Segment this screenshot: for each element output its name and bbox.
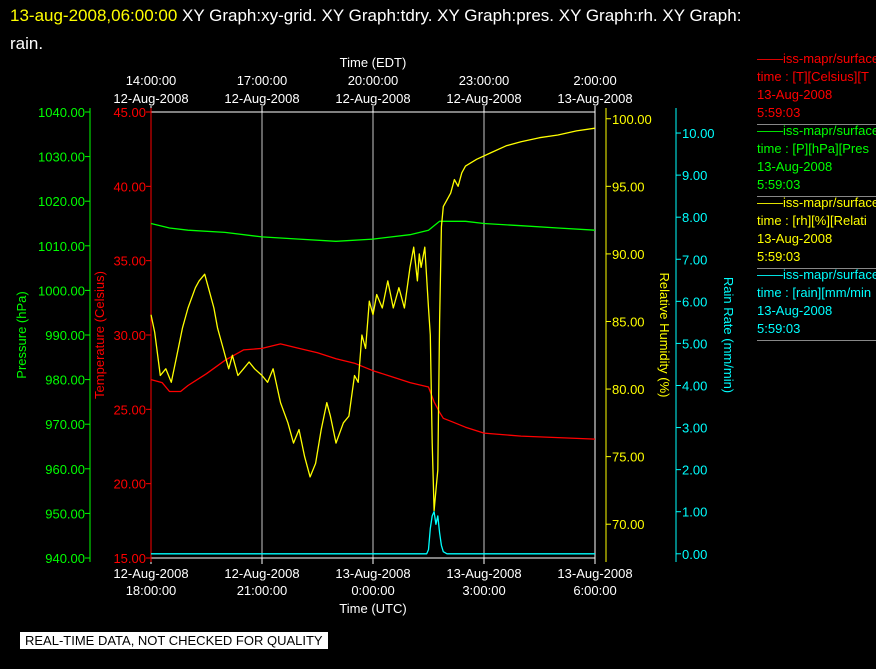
rain-tick-label: 10.00 <box>682 126 715 141</box>
legend-date: 13-Aug-2008 <box>757 159 833 174</box>
legend-title: ——iss-mapr/surface <box>757 195 876 210</box>
rh-series-line <box>150 127 596 512</box>
x-tick-label-top: 13-Aug-2008 <box>557 91 632 106</box>
rh-tick-label: 90.00 <box>612 247 645 262</box>
legend-title: ——iss-mapr/surface <box>757 51 876 66</box>
rain-tick-label: 1.00 <box>682 505 707 520</box>
temp-tick-label: 20.00 <box>113 477 146 492</box>
temp-series-line <box>150 343 596 440</box>
temp-tick-label: 40.00 <box>113 179 146 194</box>
legend-entry: ——iss-mapr/surface time : [rh][%][Relati 1… <box>757 194 876 269</box>
temp-tick-label: 30.00 <box>113 328 146 343</box>
x-tick-label-top: 20:00:00 <box>348 73 399 88</box>
rh-tick-label: 70.00 <box>612 517 645 532</box>
rain-series-line <box>151 511 595 555</box>
rh-tick-label: 100.00 <box>612 112 652 127</box>
rain-tick-label: 2.00 <box>682 463 707 478</box>
pres-axis-label: Pressure (hPa) <box>14 291 29 378</box>
rain-axis-label: Rain Rate (mm/min) <box>721 277 736 393</box>
legend-line2: time : [P][hPa][Pres <box>757 141 869 156</box>
pres-tick-label: 980.00 <box>45 373 85 388</box>
legend-line2: time : [T][Celsius][T <box>757 69 869 84</box>
legend-entry: ——iss-mapr/surface time : [T][Celsius][T 1… <box>757 50 876 125</box>
window-title: 13-aug-2008,06:00:00 XY Graph:xy-grid. X… <box>10 2 860 58</box>
x-tick-label: 13-Aug-2008 <box>335 566 410 581</box>
legend-divider <box>757 266 876 269</box>
rain-tick-label: 5.00 <box>682 336 707 351</box>
x-tick-label-top: 12-Aug-2008 <box>335 91 410 106</box>
x-tick-label: 18:00:00 <box>126 583 177 598</box>
legend-title: ——iss-mapr/surface <box>757 267 876 282</box>
x-tick-label: 12-Aug-2008 <box>224 566 299 581</box>
legend-time: 5:59:03 <box>757 177 801 192</box>
rain-tick-label: 8.00 <box>682 210 707 225</box>
legend-date: 13-Aug-2008 <box>757 303 833 318</box>
pres-tick-label: 1040.00 <box>38 105 85 120</box>
graph-list-continued: rain. <box>10 34 44 53</box>
x-tick-label: 0:00:00 <box>351 583 394 598</box>
pres-tick-label: 1000.00 <box>38 283 85 298</box>
rain-tick-label: 7.00 <box>682 252 707 267</box>
pres-series-line <box>150 220 596 242</box>
temp-tick-label: 15.00 <box>113 551 146 566</box>
pres-tick-label: 960.00 <box>45 462 85 477</box>
pres-tick-label: 1020.00 <box>38 194 85 209</box>
legend-time: 5:59:03 <box>757 321 801 336</box>
x-tick-label-top: 12-Aug-2008 <box>446 91 521 106</box>
temp-tick-label: 45.00 <box>113 105 146 120</box>
temp-tick-label: 25.00 <box>113 402 146 417</box>
legend-entry: ——iss-mapr/surface time : [rain][mm/min 13… <box>757 266 876 341</box>
rh-tick-label: 75.00 <box>612 450 645 465</box>
x-tick-label: 12-Aug-2008 <box>113 566 188 581</box>
timestamp: 13-aug-2008,06:00:00 <box>10 6 178 25</box>
pres-tick-label: 1010.00 <box>38 239 85 254</box>
rh-tick-label: 95.00 <box>612 179 645 194</box>
rain-tick-label: 3.00 <box>682 421 707 436</box>
x-tick-label-top: 23:00:00 <box>459 73 510 88</box>
rain-tick-label: 0.00 <box>682 547 707 562</box>
x-tick-label-top: 12-Aug-2008 <box>113 91 188 106</box>
x-tick-label: 6:00:00 <box>573 583 616 598</box>
x-tick-label-top: 14:00:00 <box>126 73 177 88</box>
legend-entry: ——iss-mapr/surface time : [P][hPa][Pres 13… <box>757 122 876 197</box>
pres-tick-label: 990.00 <box>45 328 85 343</box>
rain-tick-label: 4.00 <box>682 378 707 393</box>
x-axis-label-top: Time (EDT) <box>340 55 407 70</box>
pres-tick-label: 950.00 <box>45 506 85 521</box>
legend-divider <box>757 194 876 197</box>
rh-axis-label: Relative Humidity (%) <box>657 273 672 398</box>
rain-tick-label: 6.00 <box>682 294 707 309</box>
legend-time: 5:59:03 <box>757 105 801 120</box>
pres-tick-label: 940.00 <box>45 551 85 566</box>
pres-tick-label: 970.00 <box>45 417 85 432</box>
rh-tick-label: 85.00 <box>612 314 645 329</box>
x-tick-label: 13-Aug-2008 <box>446 566 521 581</box>
legend-line2: time : [rh][%][Relati <box>757 213 867 228</box>
temp-axis-label: Temperature (Celsius) <box>92 271 107 399</box>
legend-title: ——iss-mapr/surface <box>757 123 876 138</box>
legend-divider <box>757 122 876 125</box>
quality-banner: REAL-TIME DATA, NOT CHECKED FOR QUALITY <box>20 632 328 649</box>
x-tick-label-top: 2:00:00 <box>573 73 616 88</box>
rain-tick-label: 9.00 <box>682 168 707 183</box>
x-axis-label: Time (UTC) <box>339 601 406 616</box>
x-tick-label-top: 12-Aug-2008 <box>224 91 299 106</box>
pres-tick-label: 1030.00 <box>38 150 85 165</box>
legend-time: 5:59:03 <box>757 249 801 264</box>
temp-tick-label: 35.00 <box>113 254 146 269</box>
legend-divider <box>757 338 876 341</box>
x-tick-label: 13-Aug-2008 <box>557 566 632 581</box>
legend-date: 13-Aug-2008 <box>757 231 833 246</box>
legend-line2: time : [rain][mm/min <box>757 285 872 300</box>
rh-tick-label: 80.00 <box>612 382 645 397</box>
graph-list: XY Graph:xy-grid. XY Graph:tdry. XY Grap… <box>177 6 742 25</box>
x-tick-label: 3:00:00 <box>462 583 505 598</box>
x-tick-label: 21:00:00 <box>237 583 288 598</box>
legend-date: 13-Aug-2008 <box>757 87 833 102</box>
x-tick-label-top: 17:00:00 <box>237 73 288 88</box>
